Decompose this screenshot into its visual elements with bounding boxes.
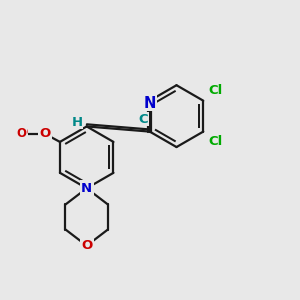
Text: O: O [16, 126, 27, 139]
Text: N: N [143, 95, 156, 110]
Text: Cl: Cl [208, 84, 223, 97]
Text: O: O [39, 127, 50, 140]
Text: Cl: Cl [208, 135, 223, 148]
Text: O: O [39, 126, 50, 139]
Text: C: C [138, 112, 148, 126]
Text: O: O [16, 127, 26, 140]
Text: O: O [81, 239, 92, 252]
Text: H: H [72, 116, 83, 128]
Text: N: N [81, 182, 92, 195]
Text: O: O [39, 127, 50, 140]
